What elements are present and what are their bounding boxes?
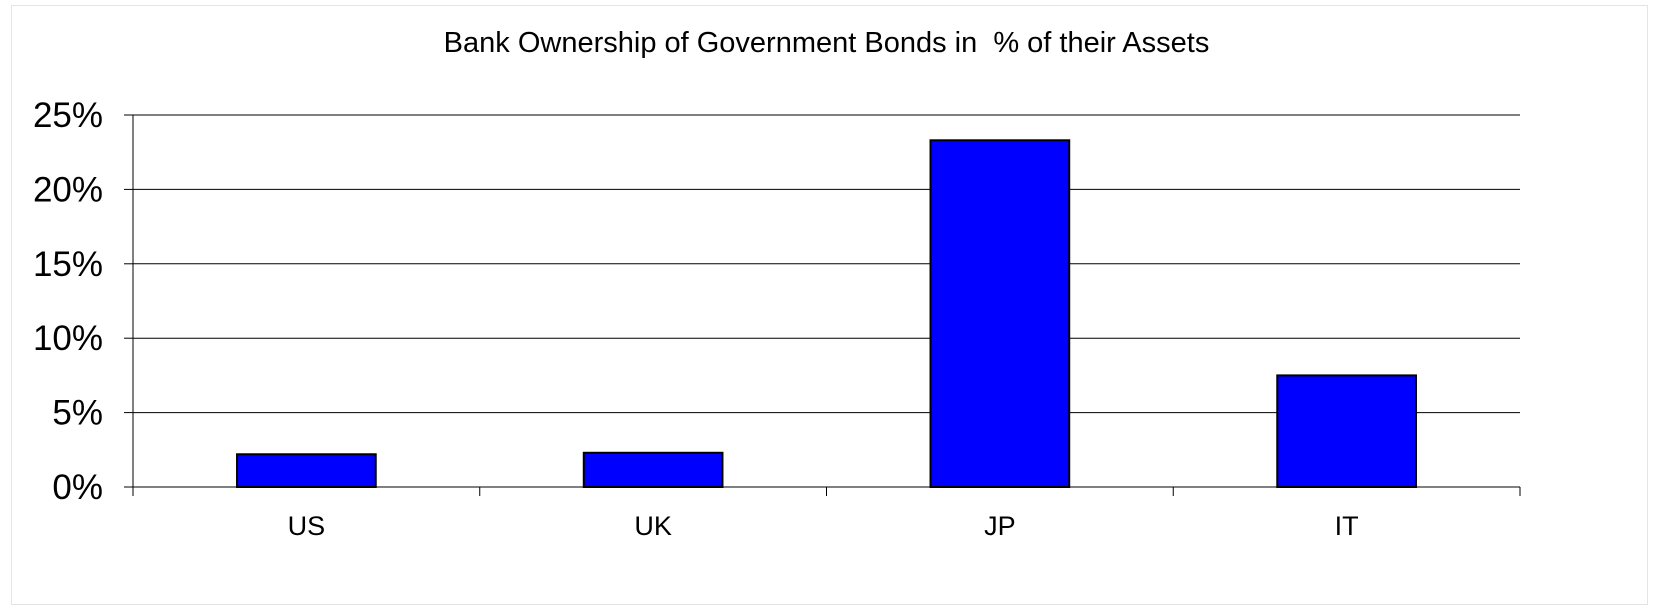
x-tick-label: US — [288, 511, 326, 541]
x-tick-label: UK — [634, 511, 672, 541]
bar-uk — [582, 451, 724, 488]
bars — [236, 139, 1417, 489]
bar-us — [236, 453, 377, 489]
axes — [132, 115, 1521, 496]
y-tick-label: 5% — [52, 394, 103, 433]
y-tick-label: 25% — [33, 96, 103, 135]
bar-jp — [929, 139, 1071, 489]
x-tick-label: JP — [984, 511, 1016, 541]
y-tick-label: 15% — [33, 245, 103, 284]
bar-it — [1276, 374, 1417, 488]
chart-frame — [11, 5, 1648, 605]
y-tick-label: 20% — [33, 170, 103, 209]
y-tick-label: 0% — [52, 468, 103, 507]
y-tick-label: 10% — [33, 319, 103, 358]
x-axis-tick-labels: US UK JP IT — [288, 511, 1359, 541]
y-axis-tick-labels: 0% 5% 10% 15% 20% 25% — [33, 96, 103, 507]
x-tick-label: IT — [1335, 511, 1359, 541]
chart-title: Bank Ownership of Government Bonds in % … — [443, 27, 1210, 59]
